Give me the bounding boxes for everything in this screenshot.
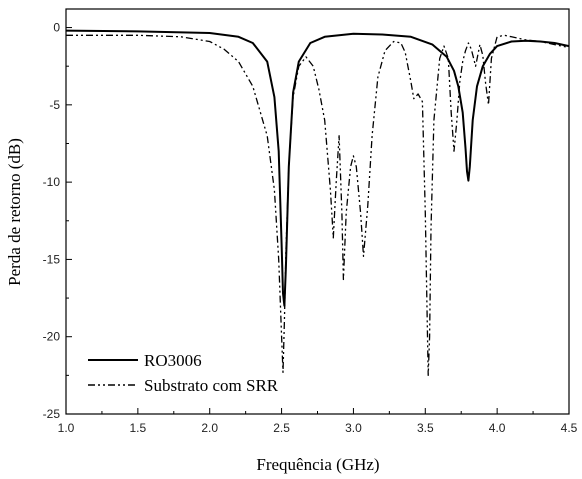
axis-ticks	[65, 27, 570, 415]
y-tick-label: 0	[53, 21, 60, 35]
series-layer	[65, 29, 570, 377]
y-tick-label: -15	[43, 252, 61, 266]
y-axis-title: Perda de retorno (dB)	[5, 138, 24, 286]
legend-label-substrato-srr: Substrato com SRR	[144, 376, 279, 395]
series-line-substrato-srr	[66, 34, 570, 377]
series-line-ro3006	[65, 29, 570, 307]
x-tick-label: 1.0	[58, 421, 75, 435]
legend-label-ro3006: RO3006	[144, 351, 202, 370]
y-tick-label: -5	[49, 98, 60, 112]
x-tick-label: 4.5	[561, 421, 578, 435]
y-tick-labels: 0 -5 -10 -15 -20 -25	[43, 21, 61, 421]
y-tick-label: -25	[43, 407, 61, 421]
x-tick-label: 2.0	[201, 421, 218, 435]
y-tick-label: -10	[43, 175, 61, 189]
x-tick-label: 4.0	[489, 421, 506, 435]
x-tick-label: 3.0	[345, 421, 362, 435]
x-tick-labels: 1.0 1.5 2.0 2.5 3.0 3.5 4.0 4.5	[58, 421, 578, 435]
y-tick-label: -20	[43, 330, 61, 344]
plot-frame	[65, 8, 570, 415]
legend: RO3006 Substrato com SRR	[88, 351, 279, 395]
x-axis-title: Frequência (GHz)	[256, 455, 379, 474]
x-tick-label: 3.5	[417, 421, 434, 435]
x-tick-label: 1.5	[130, 421, 147, 435]
x-tick-label: 2.5	[273, 421, 290, 435]
